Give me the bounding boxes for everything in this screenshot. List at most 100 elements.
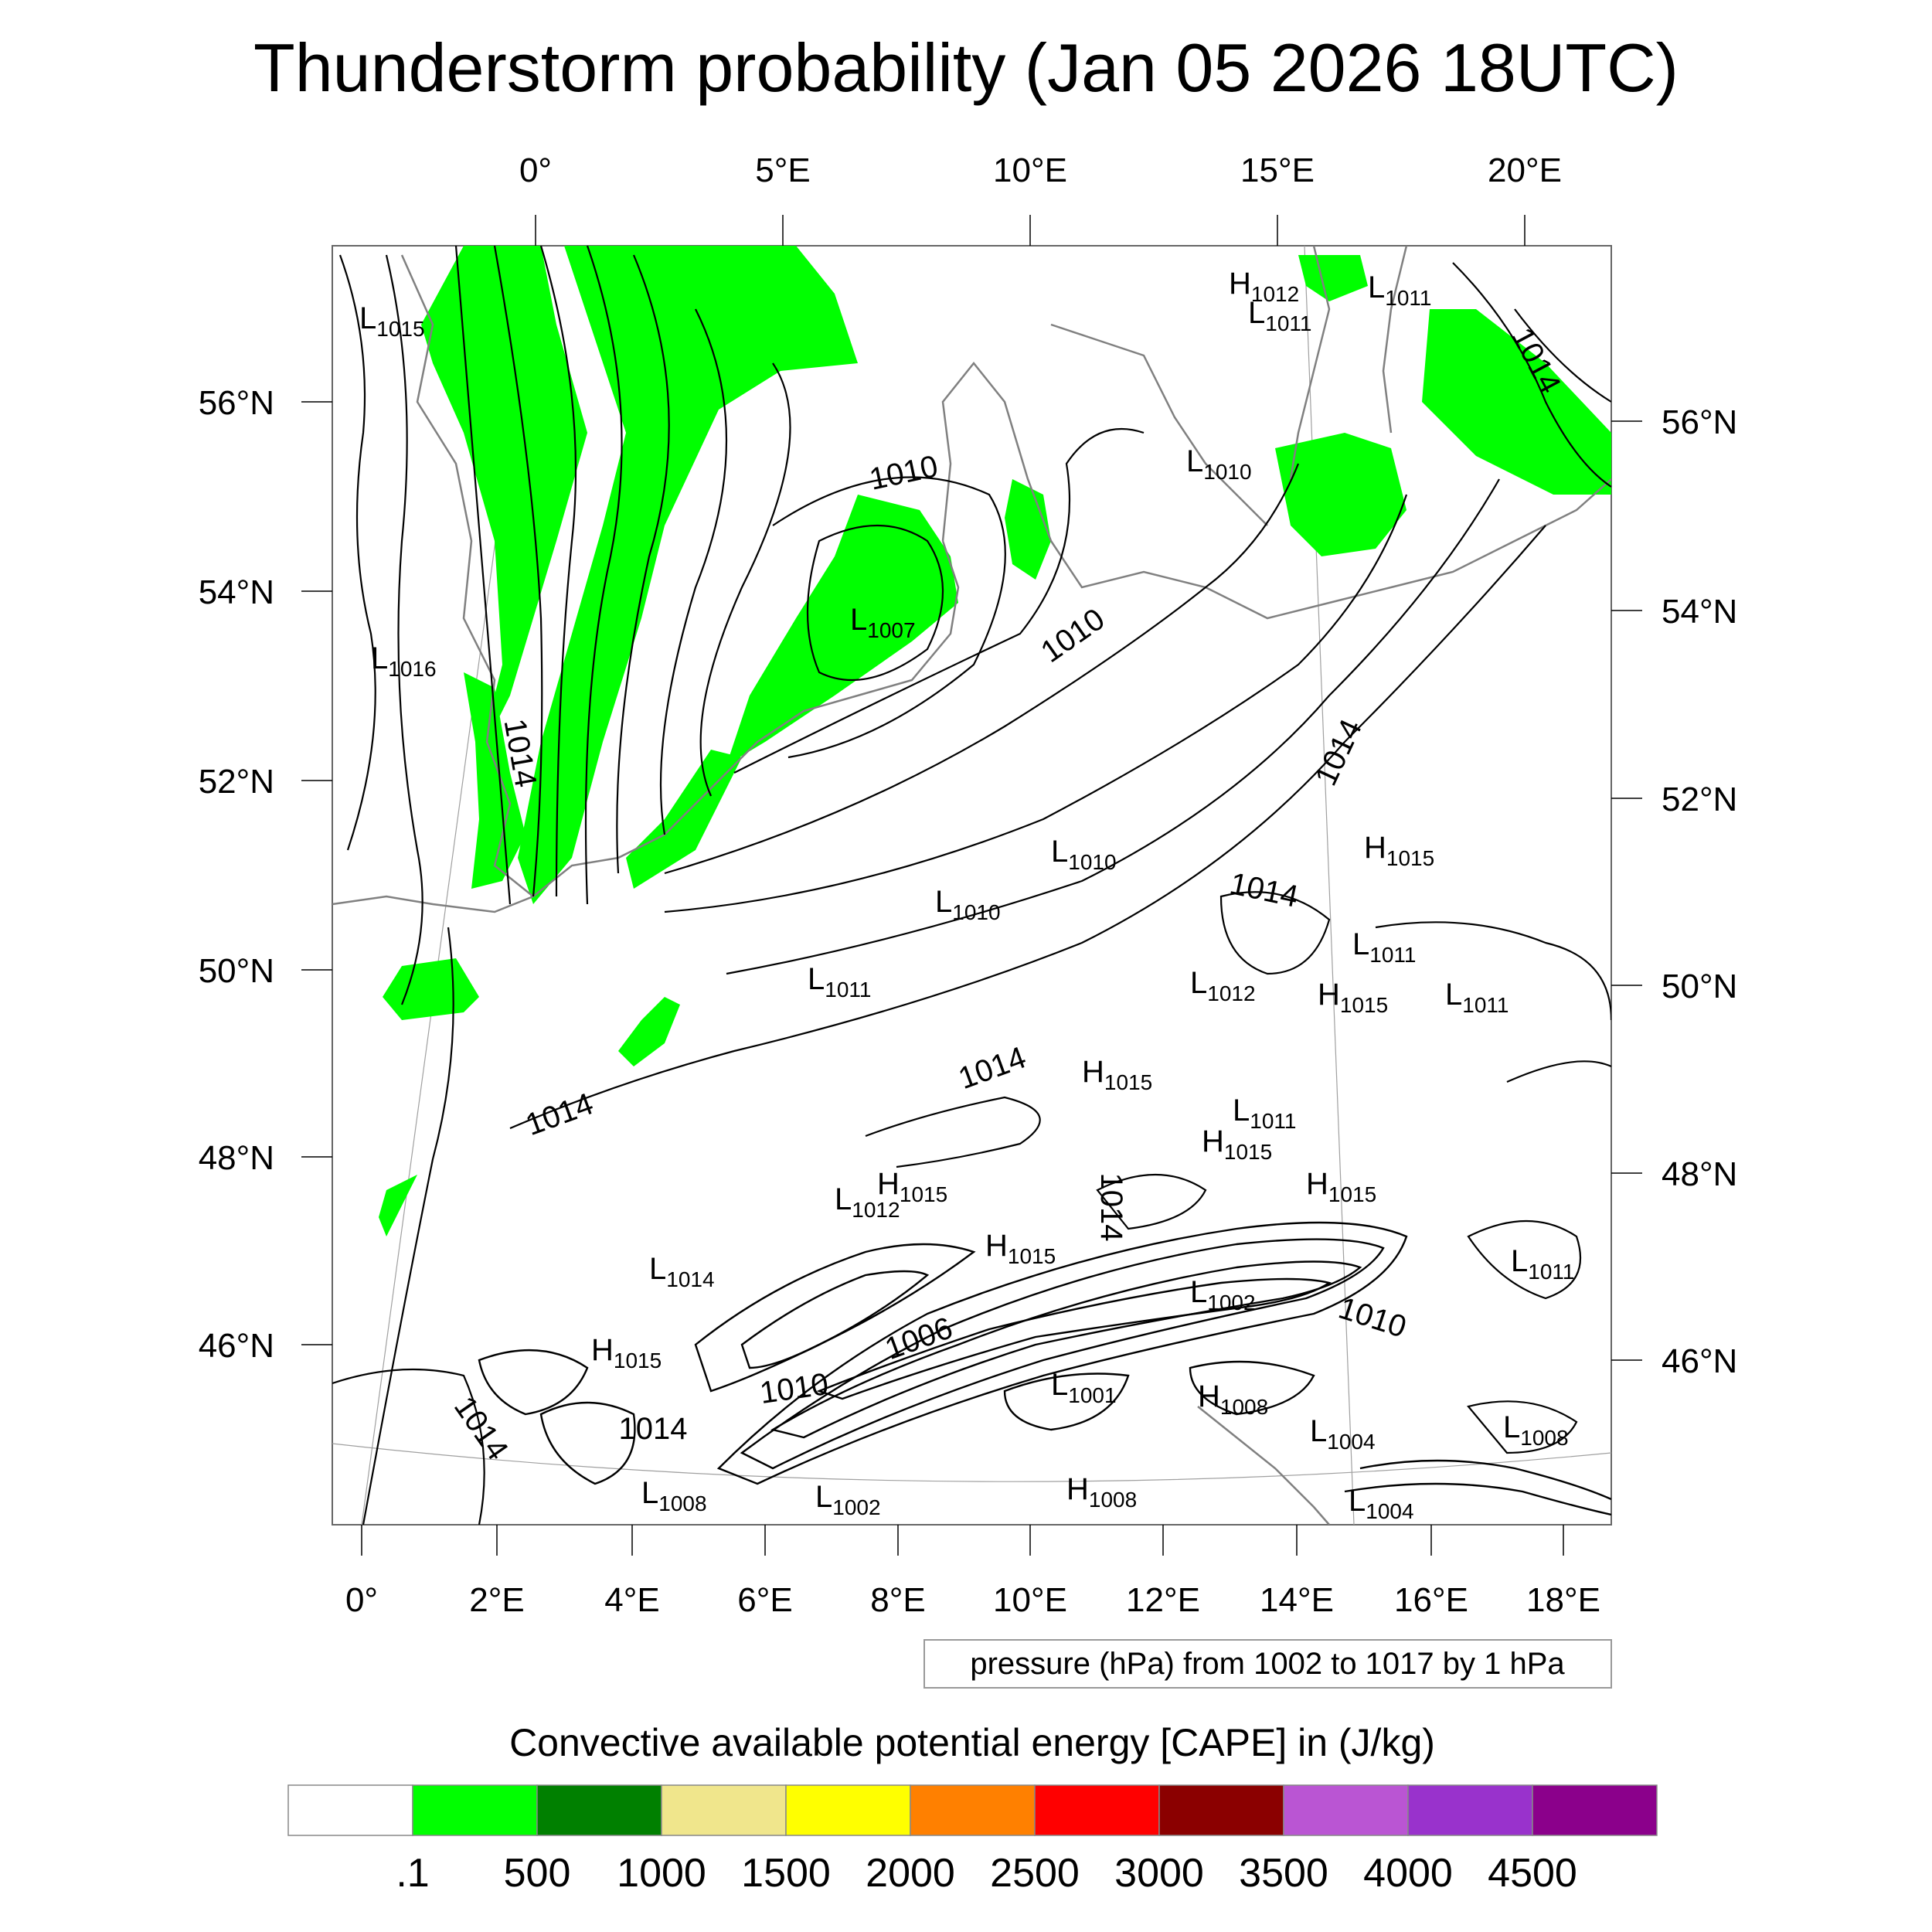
pressure-center: L1012 — [1190, 966, 1256, 1005]
cape-area-baltic — [1275, 433, 1406, 556]
coast-uk-south — [332, 895, 534, 913]
pressure-center: L1010 — [935, 885, 1001, 924]
lon-label: 14°E — [1260, 1581, 1334, 1619]
colorbar-swatch — [1034, 1784, 1160, 1836]
coast-sweden-south — [1050, 323, 1268, 526]
contour-info-frame — [923, 1639, 1612, 1689]
colorbar-tick-label: 4500 — [1488, 1851, 1577, 1896]
alps-contours — [478, 1221, 1611, 1516]
colorbar — [287, 1784, 1658, 1836]
pressure-center: L1010 — [1186, 444, 1252, 484]
contour-sw-2 — [478, 1349, 589, 1416]
isobar-4 — [584, 246, 623, 905]
lon-label: 10°E — [993, 1581, 1067, 1619]
pressure-center: H1012 — [1229, 267, 1299, 306]
colorbar-tick-label: 3500 — [1239, 1851, 1328, 1896]
isobar-1014 — [509, 525, 1546, 1130]
lon-label: 0° — [345, 1581, 378, 1619]
lat-label: 46°N — [1662, 1342, 1737, 1380]
colorbar-swatch — [785, 1784, 911, 1836]
pressure-center: L1010 — [1051, 835, 1117, 874]
colorbar-swatch — [910, 1784, 1036, 1836]
cape-area-north-sea-east — [726, 495, 958, 765]
colorbar-tick-label: 1500 — [741, 1851, 831, 1896]
parallel-45n — [332, 1443, 1611, 1482]
left-lat-labels: 56°N 54°N 52°N 50°N 48°N 46°N — [199, 384, 274, 1365]
lat-label: 46°N — [199, 1327, 274, 1365]
lon-label: 0° — [519, 151, 552, 189]
lat-label: 52°N — [1662, 781, 1737, 818]
isobar-1016-west — [338, 254, 376, 851]
pressure-center: L1011 — [1233, 1094, 1296, 1133]
cape-area-denmark — [1005, 479, 1051, 580]
pressure-center: H1008 — [1198, 1379, 1268, 1419]
colorbar-swatch — [1283, 1784, 1409, 1836]
pressure-center: H1015 — [1364, 831, 1434, 870]
alps-contour-2 — [740, 1238, 1385, 1470]
pressure-center: H1015 — [1202, 1124, 1272, 1164]
pressure-center: H1015 — [1318, 978, 1388, 1017]
isobar-5 — [616, 254, 670, 874]
alps-contour-3 — [770, 1260, 1362, 1439]
colorbar-swatch — [1158, 1784, 1284, 1836]
coast-sweden-east — [1289, 246, 1331, 480]
lon-label: 5°E — [755, 151, 810, 189]
coastlines — [332, 246, 1611, 1525]
pressure-center: L1004 — [1310, 1414, 1376, 1454]
colorbar-swatch — [536, 1784, 662, 1836]
contour-se-1 — [1359, 1459, 1611, 1501]
pressure-center: H1008 — [1066, 1472, 1137, 1512]
contour-sw-1 — [539, 1401, 636, 1485]
isobar-1015-center — [1096, 1174, 1207, 1230]
cape-area-biscay — [379, 1175, 417, 1236]
isobar-1014-czech — [1219, 891, 1331, 975]
isobar-label: 1014 — [619, 1412, 688, 1446]
lat-label: 54°N — [1662, 593, 1737, 631]
pressure-center: L1002 — [1190, 1275, 1256, 1315]
pressure-center: L1011 — [1352, 927, 1416, 967]
map-plot-area: L1015 L1016 L1007 H1012 L1011 L1011 L101… — [199, 151, 1738, 1619]
lon-label: 20°E — [1488, 151, 1562, 189]
pressure-center: H1015 — [1306, 1167, 1376, 1206]
colorbar-tick-label: 2500 — [990, 1851, 1080, 1896]
cape-area-uk-east — [464, 672, 526, 889]
isobar-label: 1014 — [1094, 1173, 1128, 1242]
pressure-center: L1001 — [1051, 1368, 1117, 1407]
alps-contour-po-2 — [1189, 1360, 1315, 1416]
right-lat-labels: 56°N 54°N 52°N 50°N 48°N 46°N — [1662, 403, 1737, 1380]
pressure-center: L1011 — [1511, 1244, 1574, 1284]
alps-contour-west-1 — [694, 1243, 976, 1393]
colorbar-swatch — [287, 1784, 413, 1836]
colorbar-swatch — [661, 1784, 787, 1836]
isobars — [332, 246, 1611, 1525]
lat-label: 48°N — [199, 1139, 274, 1177]
coast-baltic-south — [941, 361, 1611, 620]
cape-area-sweden — [1298, 255, 1368, 301]
pressure-center: L1012 — [835, 1182, 900, 1222]
pressure-center: L1016 — [371, 641, 437, 681]
isobar-1008-balkan — [1467, 1400, 1578, 1454]
lat-label: 56°N — [1662, 403, 1737, 441]
cape-area-north-sea-central — [518, 246, 858, 904]
pressure-center: L1011 — [1248, 296, 1311, 335]
pressure-center: L1004 — [1349, 1484, 1414, 1523]
cape-area-dutch-coast — [626, 750, 742, 889]
coast-adriatic — [1197, 1406, 1330, 1525]
isobar-6 — [659, 308, 728, 835]
lat-label: 50°N — [199, 952, 274, 990]
isobar-1013 — [726, 478, 1500, 975]
alps-contour-1 — [716, 1221, 1408, 1485]
cape-area-channel — [383, 958, 479, 1020]
contour-se-2 — [1344, 1482, 1611, 1516]
isobar-7 — [699, 362, 791, 797]
coast-uk-east — [400, 254, 534, 897]
alps-contour-west-2 — [740, 1270, 930, 1369]
top-lon-labels: 0° 5°E 10°E 15°E 20°E — [519, 151, 1562, 189]
isobar-1011-east — [1375, 921, 1611, 1021]
pressure-center: L1014 — [649, 1252, 715, 1291]
colorbar-tick-label: .1 — [396, 1851, 429, 1896]
lon-label: 8°E — [870, 1581, 925, 1619]
pressure-centers: L1015 L1016 L1007 H1012 L1011 L1011 L101… — [359, 267, 1574, 1523]
colorbar-tick-label: 500 — [504, 1851, 571, 1896]
pressure-center: L1008 — [1503, 1410, 1569, 1450]
